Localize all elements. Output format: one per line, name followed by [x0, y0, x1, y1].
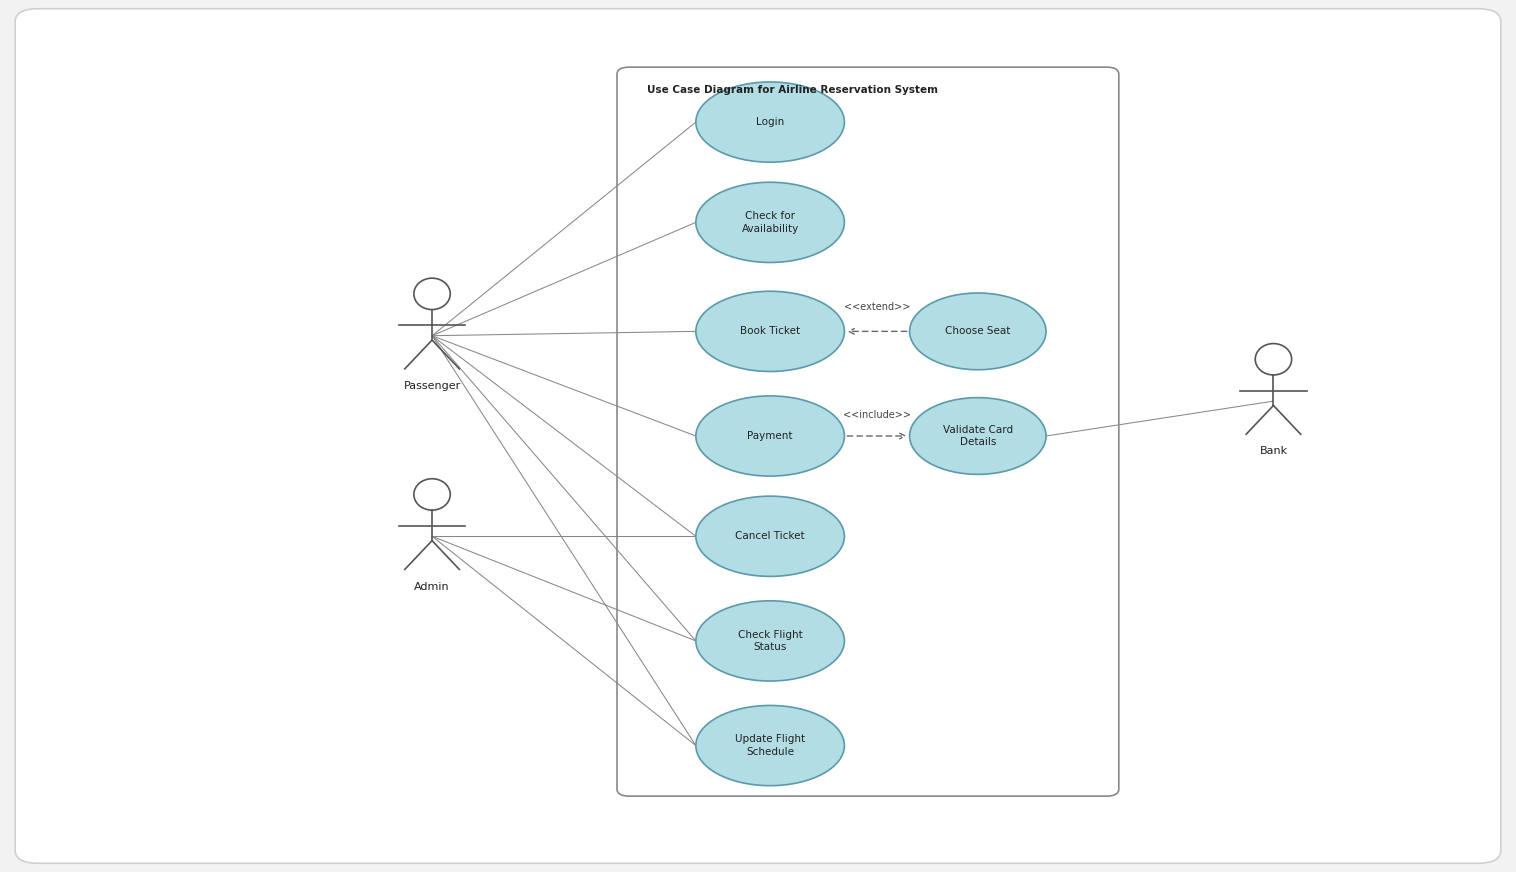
Text: Use Case Diagram for Airline Reservation System: Use Case Diagram for Airline Reservation…: [647, 85, 938, 94]
Ellipse shape: [696, 496, 844, 576]
Ellipse shape: [1255, 344, 1292, 375]
Text: <<include>>: <<include>>: [843, 411, 911, 420]
Ellipse shape: [910, 293, 1046, 370]
Text: <<extend>>: <<extend>>: [844, 303, 910, 312]
Text: Login: Login: [756, 117, 784, 127]
Text: Passenger: Passenger: [403, 381, 461, 391]
Ellipse shape: [696, 182, 844, 262]
Text: Admin: Admin: [414, 582, 450, 591]
Ellipse shape: [910, 398, 1046, 474]
Text: Bank: Bank: [1260, 446, 1287, 456]
Text: Update Flight
Schedule: Update Flight Schedule: [735, 734, 805, 757]
Ellipse shape: [696, 82, 844, 162]
Text: Check Flight
Status: Check Flight Status: [738, 630, 802, 652]
Ellipse shape: [414, 479, 450, 510]
Text: Cancel Ticket: Cancel Ticket: [735, 531, 805, 542]
Ellipse shape: [414, 278, 450, 310]
Ellipse shape: [696, 396, 844, 476]
FancyBboxPatch shape: [15, 9, 1501, 863]
Text: Validate Card
Details: Validate Card Details: [943, 425, 1013, 447]
Ellipse shape: [696, 601, 844, 681]
Text: Check for
Availability: Check for Availability: [741, 211, 799, 234]
Text: Choose Seat: Choose Seat: [944, 326, 1011, 337]
Ellipse shape: [696, 705, 844, 786]
Ellipse shape: [696, 291, 844, 371]
Text: Payment: Payment: [747, 431, 793, 441]
FancyBboxPatch shape: [617, 67, 1119, 796]
Text: Book Ticket: Book Ticket: [740, 326, 800, 337]
